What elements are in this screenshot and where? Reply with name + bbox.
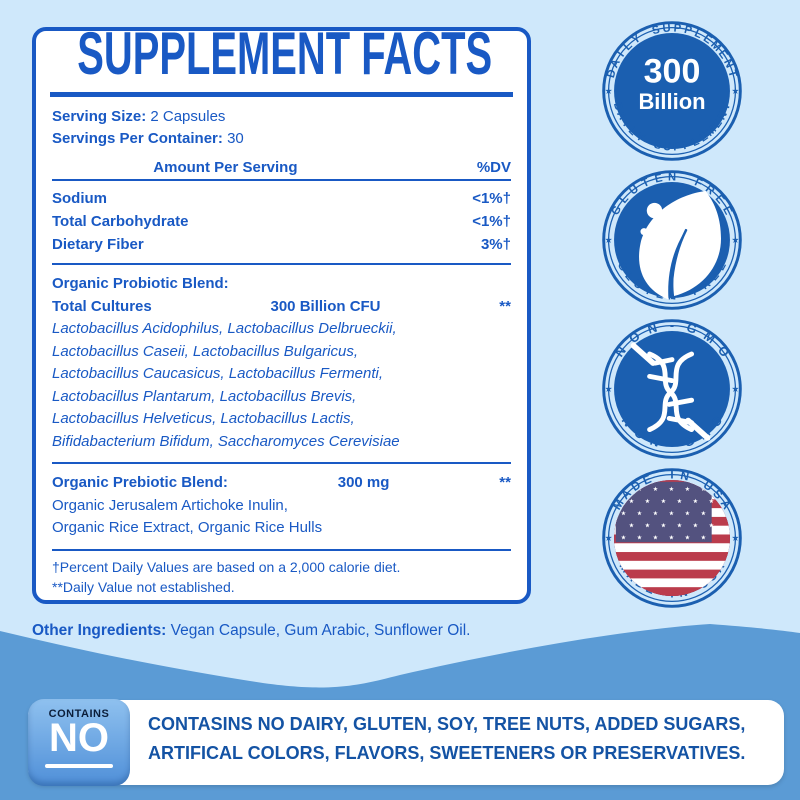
svg-text:E: E (654, 172, 664, 185)
svg-text:D: D (605, 68, 619, 79)
svg-text:I: I (670, 469, 673, 482)
svg-text:Billion: Billion (638, 89, 705, 114)
svg-text:N: N (668, 172, 676, 184)
svg-text:P: P (673, 22, 682, 35)
svg-text:U: U (662, 22, 671, 35)
svg-text:S: S (651, 24, 662, 38)
svg-text:U: U (663, 141, 672, 154)
svg-text:-: - (670, 319, 674, 333)
svg-text:T: T (725, 69, 738, 79)
svg-text:-: - (670, 438, 674, 452)
svg-text:300: 300 (644, 53, 701, 91)
